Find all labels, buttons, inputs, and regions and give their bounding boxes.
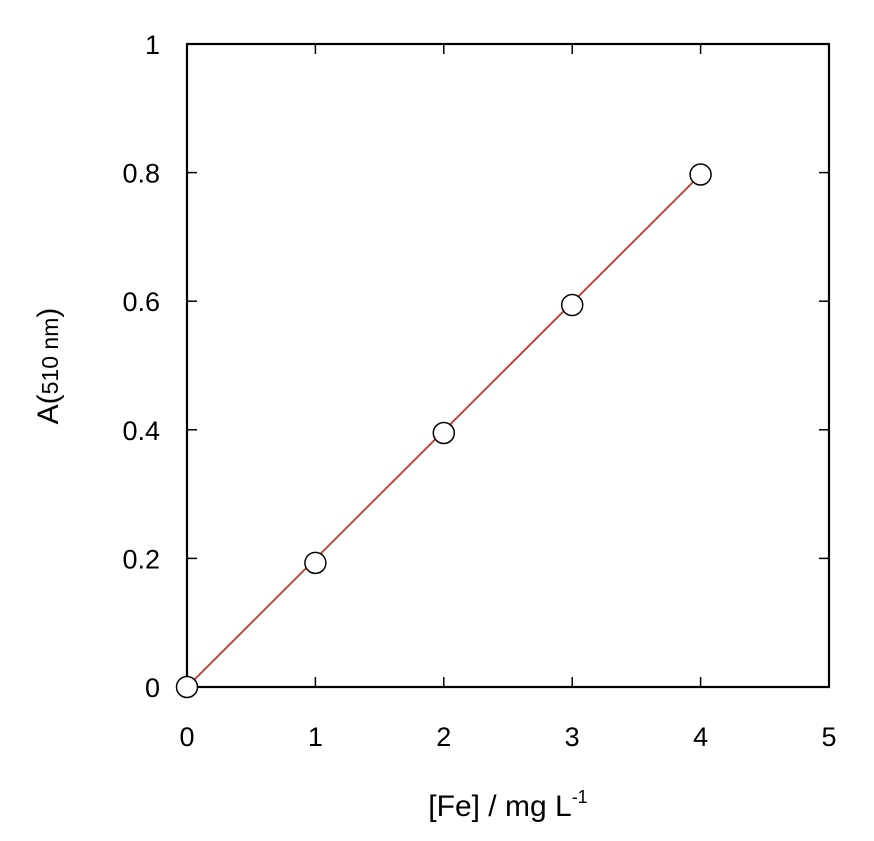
y-tick-label: 0 <box>145 673 160 703</box>
data-point <box>432 421 456 445</box>
x-axis-title-superscript: -1 <box>572 787 588 807</box>
y-tick-label: 0.6 <box>122 287 160 317</box>
axis-ticks <box>187 44 829 687</box>
data-series <box>175 163 712 699</box>
x-axis-title: [Fe] / mg L-1 <box>428 787 587 823</box>
data-point <box>560 293 584 317</box>
x-tick-label: 2 <box>436 722 451 752</box>
plot-area <box>185 42 831 689</box>
tick-labels: 0 1 2 3 4 5 0 0.2 0.4 0.6 0.8 1 <box>122 30 836 752</box>
x-tick-label: 0 <box>179 722 194 752</box>
data-point <box>175 675 199 699</box>
y-axis-title-subscript: 510 nm <box>37 318 63 395</box>
y-axis-title-main: A( <box>32 394 65 424</box>
y-axis-title: A(510 nm) <box>32 308 65 425</box>
data-point <box>689 163 712 186</box>
y-tick-label: 0.4 <box>122 416 160 446</box>
y-tick-label: 0.8 <box>122 159 160 189</box>
x-tick-label: 5 <box>821 722 836 752</box>
x-tick-label: 3 <box>565 722 580 752</box>
x-axis-title-main: [Fe] / mg L <box>428 790 571 823</box>
data-point <box>304 551 327 575</box>
y-axis-title-close: ) <box>32 308 65 318</box>
x-tick-label: 4 <box>693 722 708 752</box>
y-tick-label: 1 <box>145 30 160 60</box>
y-tick-label: 0.2 <box>122 544 160 574</box>
x-tick-label: 1 <box>308 722 323 752</box>
plot-frame <box>185 42 831 689</box>
